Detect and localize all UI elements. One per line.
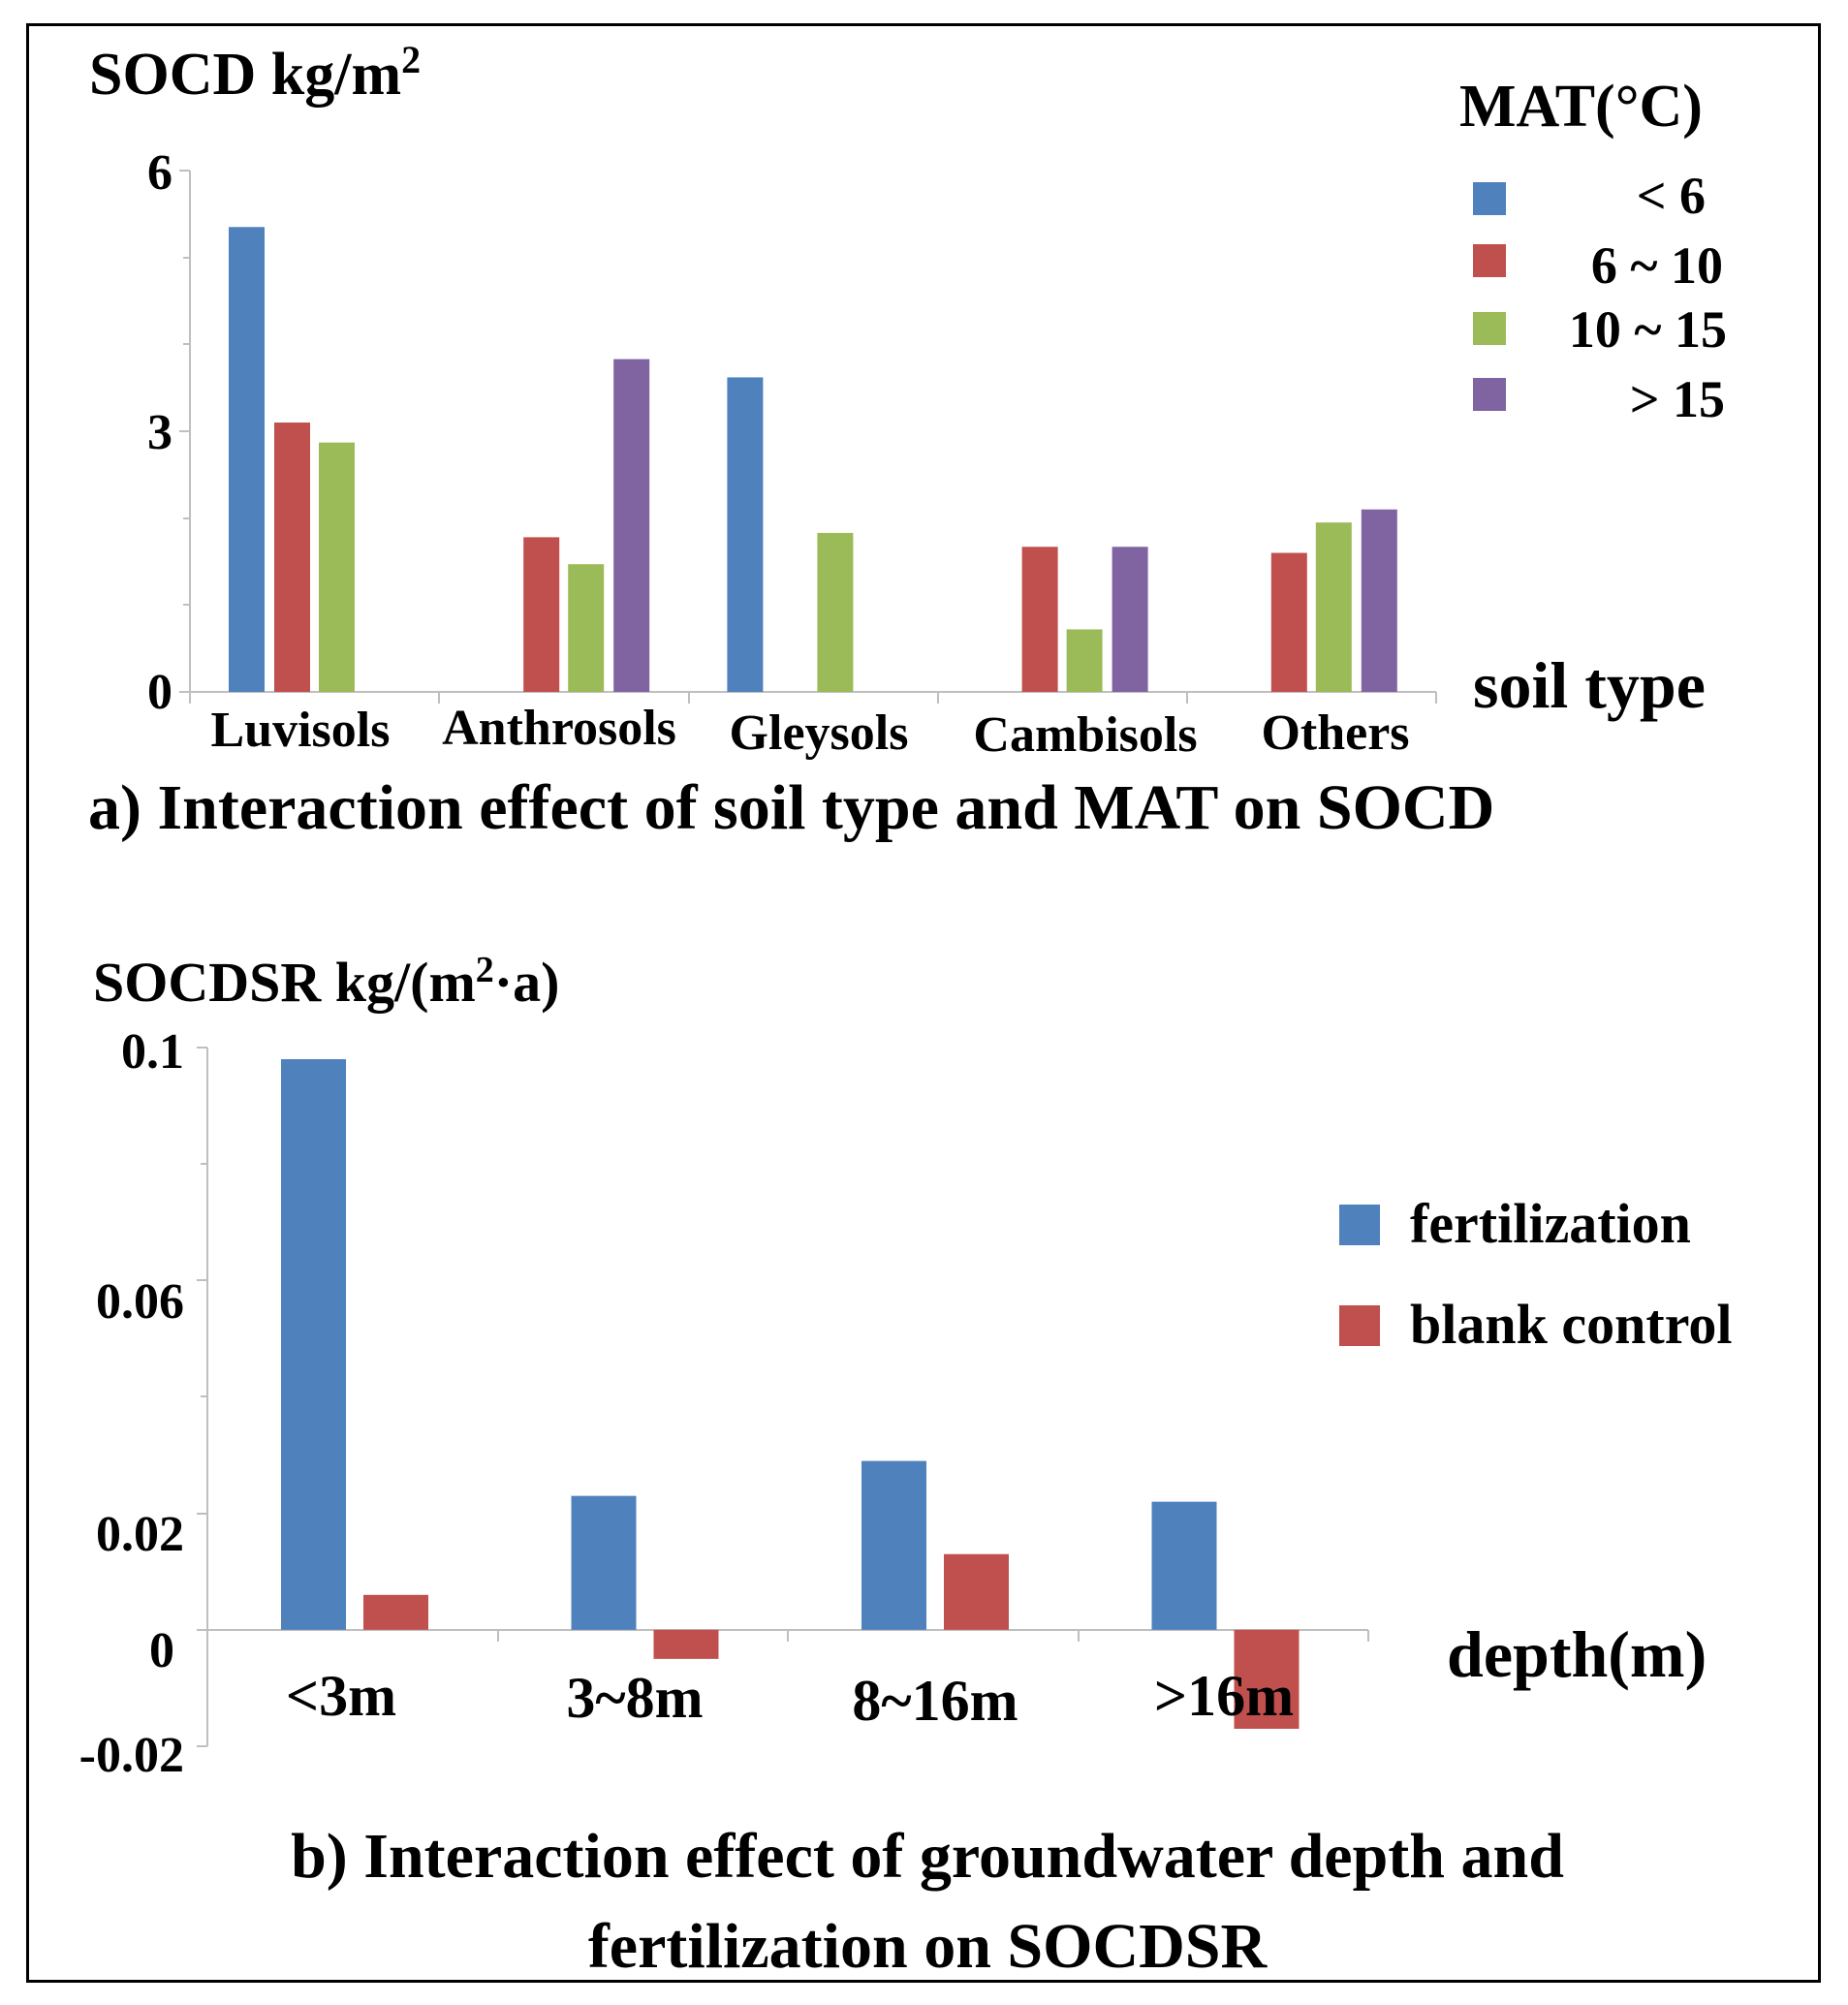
- chart-a-bars: [229, 227, 1397, 693]
- chart-b-legend-label-blank-control: blank control: [1410, 1293, 1733, 1356]
- chart-a-bar-cambisols-15: [1112, 547, 1148, 692]
- chart-b-bar-8-16m-blank-control: [944, 1553, 1009, 1630]
- chart-b-axes: [197, 1047, 1369, 1747]
- chart-a-legend-title: MAT(°C): [1459, 74, 1703, 140]
- chart-b-bar-8-16m-fertilization: [861, 1460, 926, 1630]
- chart-b-y-ticks: 0.1 0.06 0.02 0 -0.02: [79, 1024, 184, 1783]
- chart-b-y-tick-neg0.02: -0.02: [79, 1728, 184, 1783]
- chart-b-legend: fertilization blank control: [1339, 1192, 1733, 1356]
- chart-a-y-ticks: 0 3 6: [147, 145, 172, 720]
- chart-b-x-label-8-16m: 8~16m: [852, 1669, 1018, 1733]
- chart-b-legend-swatch-blank-control: [1339, 1305, 1380, 1346]
- chart-a-x-label-cambisols: Cambisols: [973, 707, 1197, 763]
- chart-a-y-tick-6: 6: [147, 145, 172, 201]
- chart-a-bar-anthrosols-6-10: [523, 537, 560, 692]
- chart-a-y-tick-3: 3: [147, 405, 172, 460]
- chart-a-bar-luvisols-10-15: [319, 442, 355, 692]
- chart-a-x-label-anthrosols: Anthrosols: [442, 701, 676, 756]
- chart-a-legend-label-6-10: 6 ~ 10: [1591, 236, 1723, 295]
- chart-b-bar-3m-fertilization: [281, 1059, 346, 1630]
- chart-b-x-axis-label: depth(m): [1447, 1617, 1707, 1691]
- chart-b-bars: [281, 1059, 1300, 1729]
- chart-b-bar-3-8m-fertilization: [571, 1495, 637, 1630]
- chart-a-y-axis-label: SOCD kg/m2: [89, 38, 421, 108]
- chart-a-legend: MAT(°C) < 6 6 ~ 10 10 ~ 15 > 15: [1459, 74, 1727, 428]
- chart-a-x-label-others: Others: [1261, 705, 1409, 761]
- chart-a-bar-others-10-15: [1315, 522, 1352, 692]
- chart-a-legend-swatch-6-10: [1473, 244, 1506, 277]
- chart-a-bar-cambisols-10-15: [1066, 629, 1103, 692]
- chart-b-x-tick-labels: <3m 3~8m 8~16m >16m: [286, 1664, 1294, 1733]
- chart-b-y-tick-0.02: 0.02: [96, 1507, 184, 1562]
- chart-a-x-tick-labels: Luvisols Anthrosols Gleysols Cambisols O…: [211, 701, 1410, 763]
- chart-b-bar-3-8m-blank-control: [653, 1629, 719, 1659]
- chart-a-legend-swatch-10-15: [1473, 312, 1506, 345]
- chart-a-bar-others-15: [1361, 509, 1397, 692]
- chart-b: SOCDSR kg/(m2·a) 0.1 0.06 0.02 0 -0.02: [79, 950, 1733, 1982]
- chart-b-caption-line1: b) Interaction effect of groundwater dep…: [291, 1821, 1564, 1892]
- chart-a-y-tick-0: 0: [147, 665, 172, 720]
- chart-b-y-tick-0.1: 0.1: [121, 1024, 184, 1080]
- chart-b-bar-16m-fertilization: [1151, 1501, 1217, 1630]
- chart-b-x-label-3-8m: 3~8m: [566, 1666, 703, 1730]
- chart-b-legend-label-fertilization: fertilization: [1410, 1192, 1691, 1255]
- chart-a-bar-anthrosols-15: [613, 359, 650, 692]
- figure-frame: [26, 23, 1821, 1983]
- chart-a-legend-label-lt6: < 6: [1637, 167, 1706, 225]
- chart-a-axes: [179, 170, 1437, 704]
- chart-a-legend-label-10-15: 10 ~ 15: [1569, 300, 1727, 359]
- chart-a-x-label-luvisols: Luvisols: [211, 703, 391, 758]
- chart-b-y-tick-0.06: 0.06: [96, 1274, 184, 1330]
- chart-a-bar-anthrosols-10-15: [568, 564, 605, 692]
- chart-a-x-label-gleysols: Gleysols: [730, 705, 909, 761]
- chart-a-bar-gleysols-6: [727, 377, 764, 692]
- chart-b-x-label-lt3m: <3m: [286, 1664, 396, 1728]
- chart-b-bar-16m-blank-control: [1234, 1629, 1300, 1729]
- chart-a-legend-label-gt15: > 15: [1630, 370, 1725, 428]
- chart-b-y-tick-0: 0: [149, 1623, 174, 1678]
- chart-a-bar-others-6-10: [1270, 552, 1307, 692]
- chart-a-bar-cambisols-6-10: [1021, 547, 1058, 692]
- chart-a-legend-swatch-lt6: [1473, 182, 1506, 215]
- chart-a-bar-luvisols-6-10: [274, 423, 310, 692]
- chart-b-caption-line2: fertilization on SOCDSR: [588, 1911, 1269, 1982]
- chart-b-legend-swatch-fertilization: [1339, 1205, 1380, 1245]
- chart-a-caption: a) Interaction effect of soil type and M…: [88, 772, 1494, 843]
- chart-b-bar-3m-blank-control: [363, 1594, 428, 1630]
- chart-a-bar-luvisols-6: [229, 227, 265, 693]
- chart-a-bar-gleysols-10-15: [817, 532, 854, 692]
- chart-a-legend-swatch-gt15: [1473, 378, 1506, 411]
- chart-a: SOCD kg/m2 0 3 6 Luvisols Anthr: [88, 38, 1727, 843]
- chart-b-x-label-gt16m: >16m: [1154, 1664, 1294, 1728]
- chart-b-y-axis-label: SOCDSR kg/(m2·a): [93, 950, 559, 1014]
- chart-a-x-axis-label: soil type: [1473, 648, 1706, 722]
